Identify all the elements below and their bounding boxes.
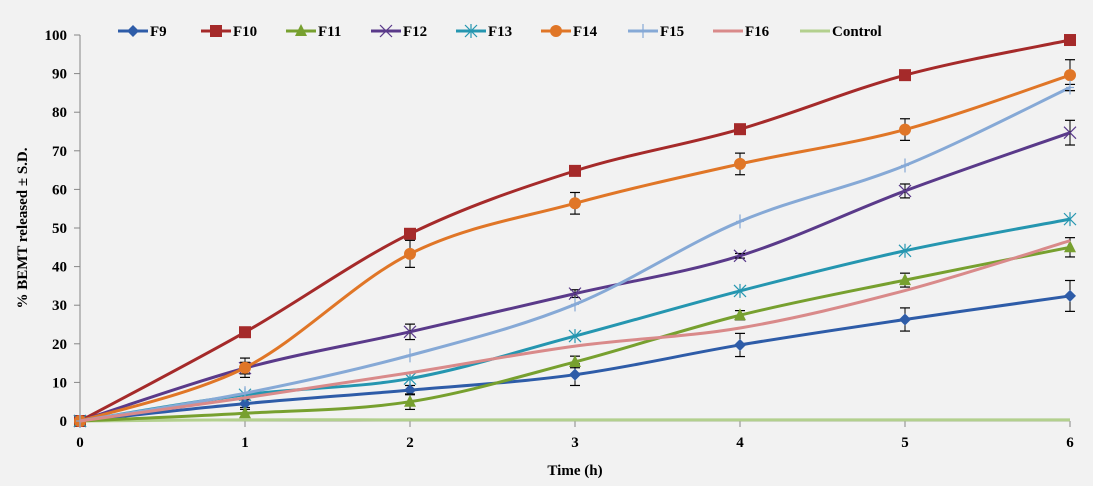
data-point-f11: [239, 406, 251, 419]
x-tick-label: 0: [76, 435, 84, 451]
y-tick-label: 60: [52, 182, 67, 198]
legend-item-f12: F12: [371, 24, 427, 40]
data-point-f15: [901, 158, 909, 173]
legend-item-f10: F10: [201, 24, 257, 40]
data-point-f13: [568, 329, 582, 344]
series-control: [79, 418, 1070, 423]
series-f11: [74, 237, 1076, 426]
data-point-f14: [569, 197, 581, 210]
series-f14: [74, 59, 1076, 427]
legend-label: Control: [832, 24, 882, 40]
x-axis-title: Time (h): [547, 463, 602, 479]
series-line-f13: [79, 217, 1071, 423]
y-tick-label: 90: [52, 67, 67, 83]
data-point-f14: [404, 247, 416, 260]
series-f9: [74, 279, 1076, 427]
series-line-f16: [79, 239, 1071, 423]
legend-marker-f9: [127, 25, 139, 37]
series-f15: [76, 80, 1075, 428]
data-point-f14: [899, 123, 911, 136]
data-point-f14: [734, 157, 746, 170]
plot-area: [73, 34, 1077, 428]
x-tick-label: 3: [571, 435, 579, 451]
legend-label: F11: [318, 24, 341, 40]
legend-label: F10: [233, 24, 257, 40]
y-tick-label: 100: [45, 28, 68, 44]
legend-marker-f15: [639, 24, 647, 38]
series-f16: [79, 239, 1071, 423]
data-point-f12: [568, 287, 582, 301]
legend-item-f16: F16: [713, 24, 770, 40]
data-point-f9: [569, 368, 581, 381]
data-point-f10: [569, 164, 581, 177]
legend-item-f13: F13: [456, 24, 512, 40]
data-point-f9: [1064, 289, 1076, 302]
data-point-f11: [404, 394, 416, 407]
y-tick-label: 40: [52, 260, 67, 276]
data-point-f10: [1064, 34, 1076, 47]
x-tick-label: 4: [736, 435, 744, 451]
y-tick-label: 50: [52, 221, 67, 237]
data-point-f12: [898, 184, 912, 198]
legend-item-f11: F11: [286, 24, 341, 40]
data-point-f10: [734, 123, 746, 136]
legend-item-control: Control: [800, 24, 882, 40]
x-tick-label: 6: [1066, 435, 1074, 451]
y-tick-label: 80: [52, 105, 67, 121]
y-tick-label: 0: [60, 414, 68, 430]
legend-label: F13: [488, 24, 512, 40]
data-point-f11: [734, 308, 746, 321]
legend-label: F12: [403, 24, 427, 40]
data-point-f15: [1066, 80, 1074, 95]
data-point-f14: [239, 361, 251, 374]
data-point-f10: [239, 326, 251, 339]
data-point-f9: [734, 338, 746, 351]
data-point-f12: [1063, 126, 1077, 140]
data-point-f11: [1064, 240, 1076, 253]
data-point-f13: [733, 283, 747, 298]
legend-marker-f10: [210, 25, 222, 37]
x-tick-label: 1: [241, 435, 249, 451]
data-point-f11: [569, 354, 581, 367]
data-point-f15: [406, 348, 414, 363]
y-tick-label: 10: [52, 375, 67, 391]
data-point-f13: [1063, 212, 1077, 227]
data-point-f11: [899, 273, 911, 286]
data-point-f9: [899, 313, 911, 326]
data-point-f9: [404, 384, 416, 397]
series-line-control: [79, 418, 1070, 423]
legend-marker-f14: [550, 25, 562, 37]
legend-item-f9: F9: [118, 24, 167, 40]
y-tick-label: 20: [52, 337, 67, 353]
legend-item-f14: F14: [541, 24, 598, 40]
x-tick-label: 2: [406, 435, 414, 451]
data-point-f10: [404, 227, 416, 240]
data-point-f13: [898, 243, 912, 258]
legend-marker-f12: [379, 24, 393, 38]
legend: F9 F10 F11 F12 F13 F14 F15 F16 Control: [118, 24, 882, 40]
legend-item-f15: F15: [628, 24, 684, 40]
y-ticks: 0 10 20 30 40 50 60 70 80 90 100: [45, 28, 80, 430]
legend-label: F14: [573, 24, 598, 40]
legend-label: F15: [660, 24, 684, 40]
legend-marker-f13: [464, 24, 478, 38]
legend-label: F9: [150, 24, 167, 40]
data-point-f14: [1064, 69, 1076, 82]
y-axis-title: % BEMT released ± S.D.: [15, 147, 31, 308]
data-point-f12: [733, 249, 747, 263]
legend-label: F16: [745, 24, 770, 40]
data-point-f15: [736, 214, 744, 229]
data-point-f9: [239, 397, 251, 410]
y-tick-label: 70: [52, 144, 67, 160]
data-point-f15: [571, 297, 579, 312]
x-ticks: 0 1 2 3 4 5 6: [76, 421, 1074, 451]
y-tick-label: 30: [52, 298, 67, 314]
x-tick-label: 5: [901, 435, 909, 451]
data-point-f10: [899, 69, 911, 82]
legend-marker-f11: [295, 24, 307, 36]
data-point-f12: [403, 325, 417, 339]
